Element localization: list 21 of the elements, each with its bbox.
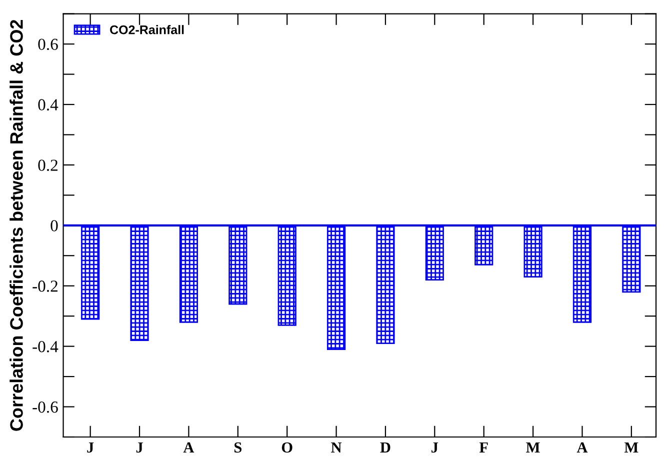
x-tick-label: J xyxy=(136,442,143,453)
x-tick-label: D xyxy=(380,442,390,452)
y-tick-label: 0 xyxy=(50,220,58,232)
x-tick-label: O xyxy=(282,442,292,453)
y-axis-title: Correlation Coefficients between Rainfall & CO2 xyxy=(10,20,23,431)
x-tick-label: J xyxy=(87,442,94,453)
x-tick-label: F xyxy=(479,442,488,452)
x-tick-label: A xyxy=(183,442,194,452)
y-tick-label: 0.6 xyxy=(38,38,58,50)
legend-label: CO2-Rainfall xyxy=(110,25,184,34)
x-tick-label: N xyxy=(331,442,342,452)
y-tick-label: 0.4 xyxy=(38,99,58,111)
x-tick-label: A xyxy=(576,442,588,452)
x-tick-label: S xyxy=(234,442,242,453)
y-tick-label: -0.4 xyxy=(32,341,58,352)
x-tick-label: M xyxy=(624,442,638,452)
x-tick-label: M xyxy=(526,442,540,452)
y-tick-label: -0.2 xyxy=(32,280,58,292)
y-tick-label: -0.6 xyxy=(32,401,58,413)
y-tick-label: 0.2 xyxy=(38,160,58,171)
x-tick-label: J xyxy=(432,442,438,453)
